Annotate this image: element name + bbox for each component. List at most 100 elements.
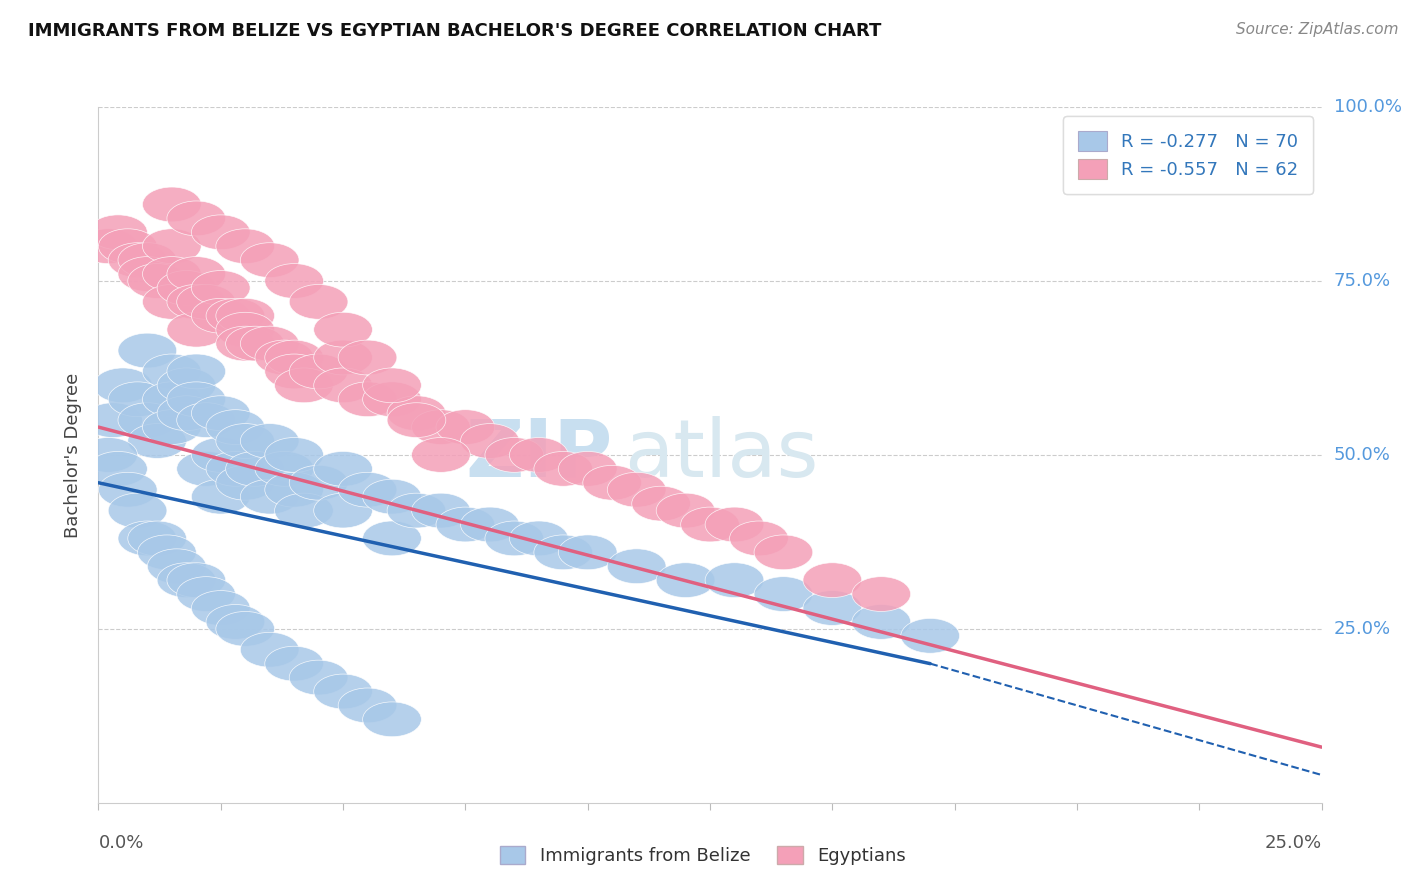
Ellipse shape (485, 438, 544, 473)
Ellipse shape (142, 187, 201, 222)
Ellipse shape (339, 340, 396, 375)
Ellipse shape (290, 285, 347, 319)
Ellipse shape (217, 228, 274, 263)
Ellipse shape (142, 228, 201, 263)
Ellipse shape (558, 535, 617, 570)
Ellipse shape (485, 521, 544, 556)
Ellipse shape (89, 215, 148, 250)
Ellipse shape (167, 285, 225, 319)
Ellipse shape (157, 368, 217, 403)
Ellipse shape (264, 473, 323, 508)
Ellipse shape (217, 466, 274, 500)
Text: 50.0%: 50.0% (1334, 446, 1391, 464)
Text: IMMIGRANTS FROM BELIZE VS EGYPTIAN BACHELOR'S DEGREE CORRELATION CHART: IMMIGRANTS FROM BELIZE VS EGYPTIAN BACHE… (28, 22, 882, 40)
Ellipse shape (534, 451, 592, 486)
Text: atlas: atlas (624, 416, 818, 494)
Ellipse shape (108, 493, 167, 528)
Ellipse shape (108, 243, 167, 277)
Ellipse shape (108, 382, 167, 417)
Ellipse shape (657, 563, 714, 598)
Ellipse shape (79, 228, 138, 263)
Ellipse shape (217, 298, 274, 333)
Ellipse shape (118, 257, 177, 292)
Text: ZIP: ZIP (465, 416, 612, 494)
Ellipse shape (157, 270, 217, 305)
Ellipse shape (681, 507, 740, 541)
Ellipse shape (264, 354, 323, 389)
Ellipse shape (128, 424, 187, 458)
Ellipse shape (177, 285, 235, 319)
Ellipse shape (191, 298, 250, 333)
Ellipse shape (118, 333, 177, 368)
Ellipse shape (461, 424, 519, 458)
Ellipse shape (509, 521, 568, 556)
Ellipse shape (84, 403, 142, 438)
Ellipse shape (167, 354, 225, 389)
Ellipse shape (177, 403, 235, 438)
Ellipse shape (339, 688, 396, 723)
Ellipse shape (314, 451, 373, 486)
Ellipse shape (730, 521, 789, 556)
Ellipse shape (754, 535, 813, 570)
Ellipse shape (314, 493, 373, 528)
Ellipse shape (852, 577, 911, 612)
Ellipse shape (264, 646, 323, 681)
Ellipse shape (191, 438, 250, 473)
Ellipse shape (240, 632, 299, 667)
Text: Source: ZipAtlas.com: Source: ZipAtlas.com (1236, 22, 1399, 37)
Ellipse shape (314, 312, 373, 347)
Ellipse shape (264, 438, 323, 473)
Ellipse shape (631, 486, 690, 521)
Text: 25.0%: 25.0% (1264, 834, 1322, 852)
Ellipse shape (142, 354, 201, 389)
Ellipse shape (274, 493, 333, 528)
Ellipse shape (412, 493, 470, 528)
Ellipse shape (387, 403, 446, 438)
Legend: R = -0.277   N = 70, R = -0.557   N = 62: R = -0.277 N = 70, R = -0.557 N = 62 (1063, 116, 1313, 194)
Ellipse shape (142, 257, 201, 292)
Ellipse shape (167, 312, 225, 347)
Ellipse shape (94, 368, 152, 403)
Ellipse shape (412, 409, 470, 444)
Ellipse shape (191, 479, 250, 514)
Ellipse shape (240, 424, 299, 458)
Ellipse shape (157, 396, 217, 431)
Ellipse shape (339, 382, 396, 417)
Ellipse shape (118, 403, 177, 438)
Ellipse shape (583, 466, 641, 500)
Ellipse shape (363, 702, 422, 737)
Ellipse shape (207, 451, 264, 486)
Ellipse shape (657, 493, 714, 528)
Text: 0.0%: 0.0% (98, 834, 143, 852)
Ellipse shape (290, 354, 347, 389)
Ellipse shape (240, 479, 299, 514)
Ellipse shape (142, 382, 201, 417)
Ellipse shape (264, 263, 323, 298)
Ellipse shape (509, 438, 568, 473)
Ellipse shape (436, 507, 495, 541)
Ellipse shape (339, 473, 396, 508)
Ellipse shape (225, 326, 284, 361)
Ellipse shape (274, 368, 333, 403)
Ellipse shape (314, 674, 373, 709)
Ellipse shape (177, 451, 235, 486)
Ellipse shape (118, 521, 177, 556)
Ellipse shape (363, 382, 422, 417)
Ellipse shape (240, 243, 299, 277)
Ellipse shape (558, 451, 617, 486)
Ellipse shape (128, 521, 187, 556)
Ellipse shape (191, 215, 250, 250)
Ellipse shape (79, 438, 138, 473)
Ellipse shape (98, 473, 157, 508)
Ellipse shape (363, 521, 422, 556)
Ellipse shape (138, 535, 197, 570)
Ellipse shape (264, 340, 323, 375)
Ellipse shape (363, 368, 422, 403)
Ellipse shape (177, 577, 235, 612)
Ellipse shape (128, 263, 187, 298)
Ellipse shape (461, 507, 519, 541)
Ellipse shape (217, 424, 274, 458)
Ellipse shape (98, 228, 157, 263)
Ellipse shape (142, 285, 201, 319)
Legend: Immigrants from Belize, Egyptians: Immigrants from Belize, Egyptians (491, 837, 915, 874)
